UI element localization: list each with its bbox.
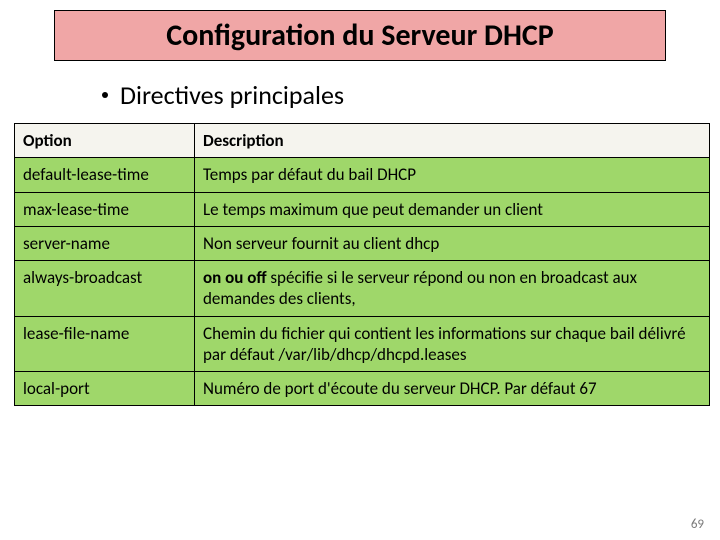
desc-rest: spécifie si le serveur répond ou non en …	[203, 267, 637, 309]
cell-description: on ou off spécifie si le serveur répond …	[195, 261, 710, 317]
cell-option: max-lease-time	[15, 192, 195, 226]
col-header-option: Option	[15, 124, 195, 158]
slide: Configuration du Serveur DHCP Directives…	[0, 0, 720, 540]
table-row: always-broadcast on ou off spécifie si l…	[15, 261, 710, 317]
cell-description: Numéro de port d'écoute du serveur DHCP.…	[195, 372, 710, 406]
cell-option: lease-file-name	[15, 316, 195, 372]
cell-description: Non serveur fournit au client dhcp	[195, 226, 710, 260]
bullet-row: Directives principales	[102, 79, 706, 111]
col-header-description: Description	[195, 124, 710, 158]
bullet-dot-icon	[102, 92, 108, 98]
cell-description: Temps par défaut du bail DHCP	[195, 158, 710, 192]
table-row: server-name Non serveur fournit au clien…	[15, 226, 710, 260]
title-bar: Configuration du Serveur DHCP	[54, 10, 666, 61]
table-row: lease-file-name Chemin du fichier qui co…	[15, 316, 710, 372]
table-header-row: Option Description	[15, 124, 710, 158]
table-row: local-port Numéro de port d'écoute du se…	[15, 372, 710, 406]
bullet-text: Directives principales	[120, 79, 344, 111]
table-row: default-lease-time Temps par défaut du b…	[15, 158, 710, 192]
desc-bold: on ou off	[203, 267, 267, 288]
cell-description: Chemin du fichier qui contient les infor…	[195, 316, 710, 372]
table-row: max-lease-time Le temps maximum que peut…	[15, 192, 710, 226]
directives-table: Option Description default-lease-time Te…	[14, 123, 710, 406]
cell-option: server-name	[15, 226, 195, 260]
cell-description: Le temps maximum que peut demander un cl…	[195, 192, 710, 226]
cell-option: always-broadcast	[15, 261, 195, 317]
cell-option: default-lease-time	[15, 158, 195, 192]
cell-option: local-port	[15, 372, 195, 406]
slide-title: Configuration du Serveur DHCP	[67, 17, 653, 54]
page-number: 69	[691, 517, 704, 532]
